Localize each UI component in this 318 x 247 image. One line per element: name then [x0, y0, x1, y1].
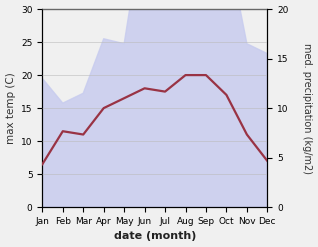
Y-axis label: max temp (C): max temp (C) — [5, 72, 16, 144]
X-axis label: date (month): date (month) — [114, 231, 196, 242]
Y-axis label: med. precipitation (kg/m2): med. precipitation (kg/m2) — [302, 43, 313, 174]
